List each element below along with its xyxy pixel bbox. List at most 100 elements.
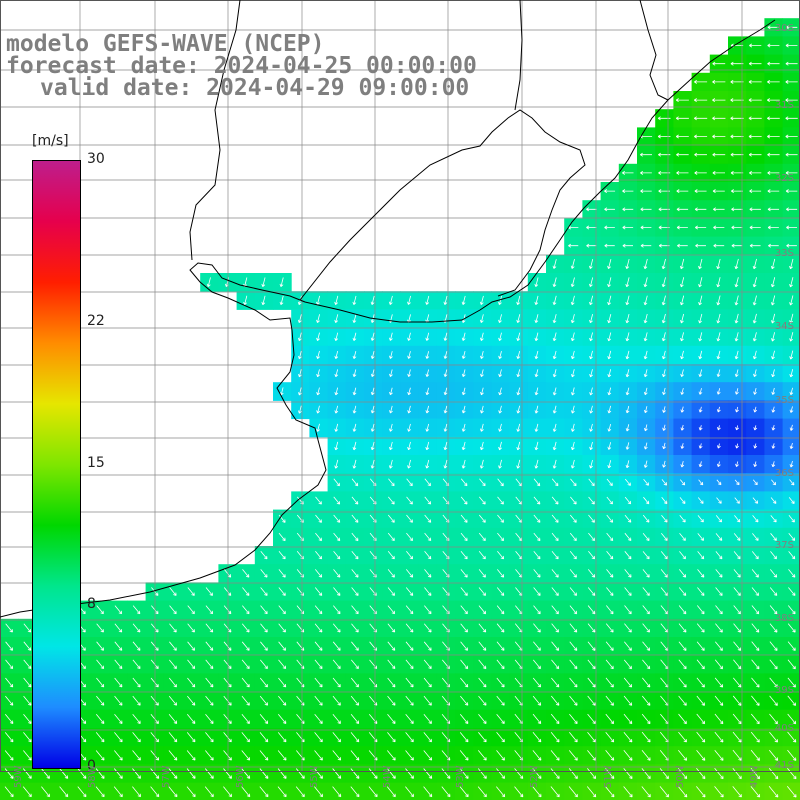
- wind-arrow: [789, 258, 794, 270]
- wind-arrow: [260, 551, 268, 560]
- wind-arrow: [424, 532, 432, 542]
- wind-arrow: [789, 332, 794, 342]
- colorbar-unit: [m/s]: [32, 133, 69, 149]
- wind-arrow: [551, 677, 560, 688]
- wind-arrow: [461, 332, 466, 341]
- wind-arrow: [514, 768, 524, 779]
- wind-arrow: [132, 786, 142, 798]
- wind-speed-cell: [673, 782, 693, 800]
- wind-arrow: [640, 207, 652, 212]
- wind-arrow: [625, 460, 630, 469]
- wind-arrow: [350, 750, 360, 761]
- wind-arrow: [277, 768, 287, 779]
- wind-arrow: [460, 659, 469, 670]
- wind-speed-cell: [782, 582, 800, 602]
- wind-arrow: [425, 332, 430, 341]
- wind-arrow: [551, 478, 559, 487]
- wind-arrow: [625, 277, 630, 288]
- wind-arrow: [607, 387, 612, 396]
- wind-arrow: [296, 677, 305, 688]
- wind-arrow: [95, 768, 105, 779]
- wind-arrow: [607, 369, 612, 378]
- wind-arrow: [298, 387, 302, 396]
- wind-arrow: [334, 332, 339, 341]
- wind-arrow: [698, 350, 703, 360]
- wind-arrow: [352, 369, 357, 378]
- wind-arrow: [278, 514, 286, 523]
- wind-arrow: [642, 587, 650, 596]
- wind-arrow: [589, 295, 594, 306]
- wind-arrow: [694, 134, 708, 139]
- wind-arrow: [734, 258, 739, 270]
- wind-arrow: [678, 587, 687, 596]
- wind-arrow: [479, 332, 484, 341]
- latitude-label: 37S: [774, 540, 794, 551]
- wind-arrow: [334, 405, 339, 414]
- wind-arrow: [186, 732, 196, 743]
- wind-arrow: [586, 225, 597, 230]
- wind-arrow: [732, 695, 742, 706]
- wind-arrow: [767, 152, 780, 157]
- wind-arrow: [698, 277, 703, 288]
- wind-arrow: [150, 786, 160, 798]
- wind-arrow: [479, 295, 484, 305]
- wind-arrow: [680, 350, 684, 360]
- wind-arrow: [277, 713, 287, 724]
- wind-arrow: [405, 605, 414, 615]
- wind-arrow: [424, 551, 432, 560]
- wind-arrow: [788, 533, 796, 541]
- wind-arrow: [480, 387, 484, 396]
- wind-arrow: [386, 786, 396, 798]
- wind-arrow: [605, 641, 614, 651]
- wind-arrow: [278, 569, 286, 578]
- wind-arrow: [696, 677, 705, 688]
- wind-arrow: [751, 695, 760, 706]
- wind-arrow: [605, 731, 615, 743]
- wind-arrow: [660, 587, 668, 596]
- wind-arrow: [278, 641, 287, 651]
- wind-arrow: [332, 768, 342, 779]
- wind-arrow: [693, 98, 708, 103]
- wind-arrow: [95, 750, 105, 761]
- wind-arrow: [587, 677, 596, 688]
- wind-arrow: [132, 732, 141, 743]
- longitude-label: 55W: [309, 765, 320, 788]
- wind-arrow: [314, 569, 323, 578]
- wind-arrow: [677, 243, 688, 248]
- longitude-label: 53W: [455, 765, 466, 788]
- wind-arrow: [771, 369, 775, 378]
- wind-arrow: [788, 551, 796, 560]
- wind-arrow: [479, 441, 484, 451]
- wind-arrow: [23, 659, 32, 670]
- wind-arrow: [533, 551, 541, 560]
- wind-arrow: [551, 569, 559, 578]
- wind-arrow: [461, 441, 466, 451]
- wind-arrow: [297, 350, 302, 360]
- wind-arrow: [387, 695, 396, 706]
- wind-arrow: [767, 43, 780, 48]
- wind-arrow: [351, 641, 359, 651]
- wind-arrow: [734, 479, 740, 486]
- wind-arrow: [279, 295, 284, 306]
- wind-speed-cell: [600, 782, 620, 800]
- wind-arrow: [370, 405, 375, 414]
- wind-arrow: [589, 423, 594, 432]
- wind-arrow: [698, 295, 703, 306]
- wind-arrow: [260, 605, 268, 615]
- wind-arrow: [23, 732, 32, 743]
- wind-arrow: [223, 659, 232, 670]
- wind-arrow: [223, 750, 232, 761]
- wind-arrow: [459, 750, 469, 761]
- wind-arrow: [716, 425, 721, 431]
- wind-arrow: [589, 314, 594, 324]
- wind-speed-cell: [72, 782, 92, 800]
- longitude-label: 52W: [529, 765, 540, 788]
- wind-arrow: [749, 207, 761, 212]
- wind-arrow: [753, 461, 758, 468]
- wind-arrow: [533, 478, 541, 487]
- wind-arrow: [697, 515, 704, 523]
- wind-arrow: [589, 459, 593, 469]
- wind-arrow: [332, 786, 342, 798]
- wind-arrow: [751, 659, 760, 670]
- wind-arrow: [387, 532, 395, 542]
